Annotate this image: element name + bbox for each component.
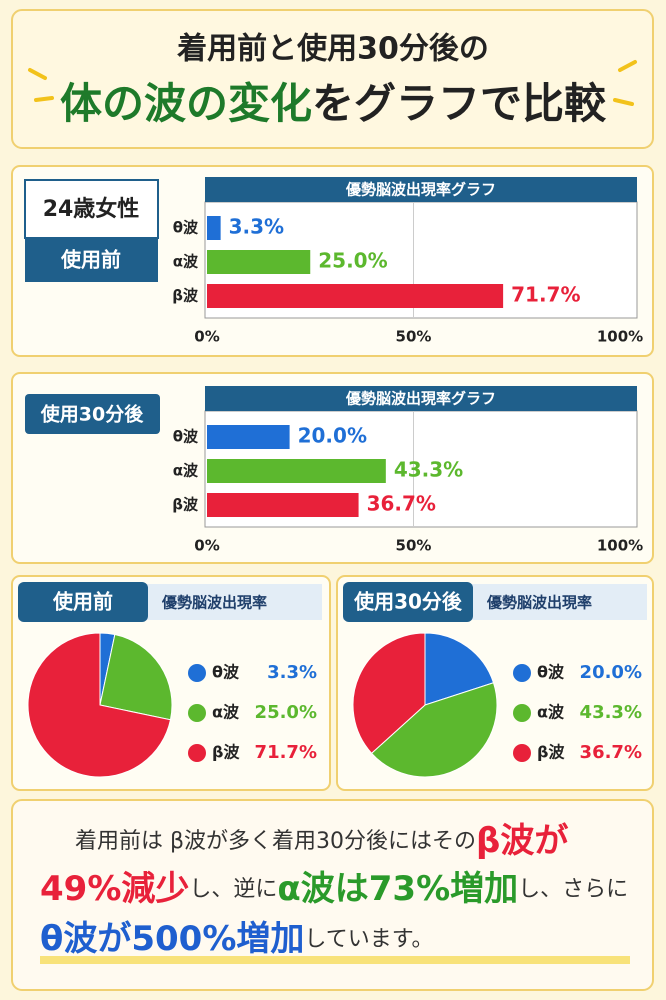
legend-dot (188, 744, 206, 762)
underline (40, 956, 630, 964)
summary-text: し、逆に (189, 877, 277, 902)
bar (207, 493, 359, 517)
pie-slice (99, 633, 173, 721)
chart-title: 優勢脳波出現率グラフ (345, 181, 496, 199)
chart-title: 優勢脳波出現率 (161, 594, 267, 612)
bar (207, 425, 290, 449)
category-label: θ波 (173, 219, 199, 237)
summary-text: し、さらに (518, 877, 628, 902)
legend-label: β波 (537, 743, 565, 762)
value-label: 43.3% (394, 458, 463, 482)
panel-sublabel: 使用前 (60, 248, 121, 272)
summary-box (11, 799, 654, 991)
x-tick-label: 50% (396, 537, 432, 555)
pie-slice (370, 682, 498, 778)
legend-value: 36.7% (580, 742, 642, 763)
panel-label: 使用前 (52, 590, 113, 614)
summary-emph: α波は73%増加 (277, 869, 518, 909)
category-label: α波 (173, 462, 199, 480)
header-line2: 体の波の変化をグラフで比較 (60, 79, 607, 128)
pie-slice (424, 632, 495, 706)
x-tick-label: 0% (194, 328, 219, 346)
legend-dot (188, 704, 206, 722)
summary-line: 49%減少し、逆にα波は73%増加し、さらに (40, 869, 628, 909)
header-rest: をグラフで比較 (312, 79, 607, 128)
legend-value: 3.3% (267, 662, 317, 683)
legend-label: β波 (212, 743, 240, 762)
panel-label: 使用30分後 (353, 590, 463, 614)
value-label: 20.0% (298, 424, 367, 448)
chart-title: 優勢脳波出現率 (486, 594, 592, 612)
legend-label: θ波 (212, 663, 240, 682)
legend-label: θ波 (537, 663, 565, 682)
summary-text: 着用前は β波が多く着用30分後にはその (75, 829, 476, 854)
x-tick-label: 100% (597, 537, 643, 555)
value-label: 71.7% (511, 283, 580, 307)
legend-label: α波 (212, 703, 240, 722)
header-line1: 着用前と使用30分後の (177, 32, 489, 67)
summary-text: しています。 (304, 927, 433, 952)
bar (207, 459, 386, 483)
label-box (24, 179, 159, 239)
title-bar (205, 177, 637, 202)
x-tick-label: 0% (194, 537, 219, 555)
legend-label: α波 (537, 703, 565, 722)
chart-title: 優勢脳波出現率グラフ (345, 390, 496, 408)
title-bar (205, 386, 637, 411)
bar (207, 284, 504, 308)
value-label: 25.0% (318, 249, 387, 273)
x-tick-label: 50% (396, 328, 432, 346)
legend-value: 43.3% (580, 702, 642, 723)
pie-slice (27, 632, 172, 778)
label-pill (18, 582, 148, 622)
summary-line: θ波が500%増加しています。 (40, 919, 434, 959)
category-label: β波 (172, 496, 199, 514)
legend-dot (513, 664, 531, 682)
label-pill (343, 582, 473, 622)
bar (207, 216, 221, 240)
x-tick-label: 100% (597, 328, 643, 346)
pie-slice (352, 632, 426, 754)
legend-value: 71.7% (255, 742, 317, 763)
panel-label: 24歳女性 (43, 196, 140, 222)
summary-emph: 49%減少 (40, 869, 189, 909)
summary-emph: β波が (476, 821, 568, 861)
panel-label: 使用30分後 (40, 403, 144, 426)
header-highlight: 体の波の変化 (60, 79, 312, 128)
summary-line: 着用前は β波が多く着用30分後にはそのβ波が (75, 821, 568, 861)
sublabel-box (25, 238, 158, 282)
header-box (11, 9, 654, 149)
legend-dot (513, 744, 531, 762)
summary-emph: θ波が500%増加 (40, 919, 304, 959)
legend-dot (513, 704, 531, 722)
value-label: 36.7% (367, 492, 436, 516)
legend-value: 25.0% (255, 702, 317, 723)
legend-dot (188, 664, 206, 682)
category-label: α波 (173, 253, 199, 271)
value-label: 3.3% (229, 215, 284, 239)
bar (207, 250, 311, 274)
label-box (25, 394, 160, 434)
legend-value: 20.0% (580, 662, 642, 683)
category-label: θ波 (173, 428, 199, 446)
category-label: β波 (172, 287, 199, 305)
